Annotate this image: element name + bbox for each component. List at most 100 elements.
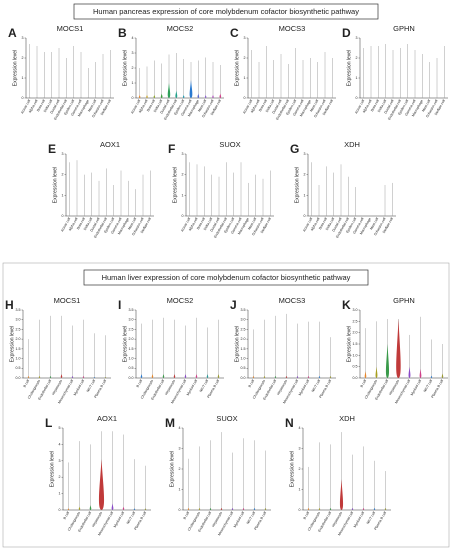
- panel-letter: N: [285, 416, 294, 430]
- x-tick-label: Mast cell: [197, 99, 207, 113]
- x-tick-label: Acinar cell: [302, 217, 313, 233]
- x-tick-label: Beta cell: [36, 99, 46, 112]
- violin-body: [247, 215, 249, 216]
- violin-body: [274, 376, 277, 378]
- y-tick-label: 0: [132, 96, 134, 100]
- violin-body: [302, 97, 304, 98]
- y-tick-label: 0: [244, 96, 246, 100]
- y-tick-label: 2: [304, 173, 306, 177]
- y-tick-label: 2.0: [16, 337, 21, 341]
- y-tick-label: 0: [356, 96, 358, 100]
- panel-letter: I: [118, 298, 121, 312]
- y-tick-label: 2: [132, 66, 134, 70]
- y-tick-label: 0.5: [129, 366, 134, 370]
- violin-body: [144, 508, 147, 510]
- violin-body: [122, 506, 125, 510]
- violin-body: [133, 508, 136, 510]
- y-tick-label: 0: [179, 508, 181, 512]
- violin-body: [73, 97, 75, 98]
- y-tick-label: 3.5: [16, 308, 21, 312]
- y-tick-label: 2: [62, 173, 64, 177]
- y-tick-label: 3: [244, 36, 246, 40]
- violin-body: [364, 371, 367, 378]
- violin-body: [58, 97, 60, 98]
- violin-body: [43, 97, 45, 98]
- y-tick-label: 2.5: [129, 327, 134, 331]
- panel-letter: E: [48, 142, 56, 156]
- violin-body: [49, 376, 52, 378]
- violin-body: [111, 503, 114, 510]
- violin-body: [441, 373, 444, 378]
- violin-body: [443, 97, 445, 98]
- violin-body: [414, 97, 416, 98]
- y-tick-label: 2: [22, 56, 24, 60]
- x-tick-label: Ductal cell: [49, 99, 60, 115]
- violin-body: [218, 215, 220, 216]
- y-tick-label: 1: [179, 487, 181, 491]
- violin-body: [160, 93, 163, 98]
- section-header: Human pancreas expression of core molybd…: [93, 7, 359, 16]
- violin-body: [127, 215, 129, 216]
- violin-body: [175, 90, 178, 98]
- violin-body: [93, 377, 96, 378]
- y-tick-label: 0: [182, 214, 184, 218]
- violin-body: [251, 97, 253, 98]
- violin-body: [95, 97, 97, 98]
- violin-body: [253, 507, 256, 510]
- violin-body: [233, 215, 235, 216]
- violin-body: [333, 215, 335, 216]
- x-tick-label: B cell: [183, 511, 191, 520]
- y-tick-label: 2.0: [241, 337, 246, 341]
- violin-body: [373, 507, 376, 510]
- violin-body: [351, 507, 354, 510]
- x-tick-label: Delta cell: [325, 217, 336, 231]
- violin-body: [384, 215, 386, 216]
- violin-body: [347, 215, 349, 216]
- violin-body: [280, 97, 282, 98]
- x-tick-label: Ductal cell: [209, 217, 220, 233]
- violin-body: [287, 97, 289, 98]
- violin-body: [355, 215, 357, 216]
- y-tick-label: 1: [22, 76, 24, 80]
- y-tick-label: 3.0: [241, 318, 246, 322]
- y-tick-label: 3: [62, 152, 64, 156]
- violin-body: [217, 374, 220, 378]
- violin-body: [421, 97, 423, 98]
- y-tick-label: 2: [179, 467, 181, 471]
- x-tick-label: Beta cell: [146, 99, 156, 112]
- y-tick-label: 1.0: [241, 357, 246, 361]
- violin-body: [273, 97, 275, 98]
- y-tick-label: 1.0: [16, 357, 21, 361]
- panel-title: AOX1: [97, 414, 117, 423]
- y-tick-label: 1: [62, 193, 64, 197]
- violin-body: [29, 97, 31, 98]
- y-tick-label: 1.5: [353, 342, 358, 346]
- x-tick-label: B cell: [63, 511, 71, 520]
- x-tick-label: Acinar cell: [242, 99, 253, 115]
- x-tick-label: Mast cell: [309, 99, 319, 113]
- x-tick-label: Delta cell: [43, 99, 54, 113]
- violin-body: [82, 376, 85, 378]
- violin-body: [429, 97, 431, 98]
- y-tick-label: 2.0: [353, 331, 358, 335]
- panel-title: MOCS3: [279, 24, 306, 33]
- violin-body: [391, 215, 393, 216]
- x-tick-label: B cell: [23, 379, 31, 388]
- violin-body: [269, 215, 271, 216]
- violin-body: [240, 215, 242, 216]
- x-tick-label: B cell: [303, 511, 311, 520]
- violin-body: [146, 95, 148, 98]
- violin-body: [105, 215, 107, 216]
- y-tick-label: 2: [182, 173, 184, 177]
- y-axis-label: Expression level: [49, 451, 55, 487]
- x-tick-label: Delta cell: [377, 99, 388, 113]
- panel-title: GPHN: [393, 296, 415, 305]
- y-tick-label: 2.5: [353, 319, 358, 323]
- y-tick-label: 1: [182, 193, 184, 197]
- violin-body: [385, 344, 390, 378]
- x-tick-label: NK/T cell: [311, 379, 321, 393]
- x-tick-label: Acinar cell: [130, 99, 141, 115]
- y-tick-label: 2: [299, 467, 301, 471]
- violin-body: [104, 377, 107, 378]
- violin-body: [407, 97, 409, 98]
